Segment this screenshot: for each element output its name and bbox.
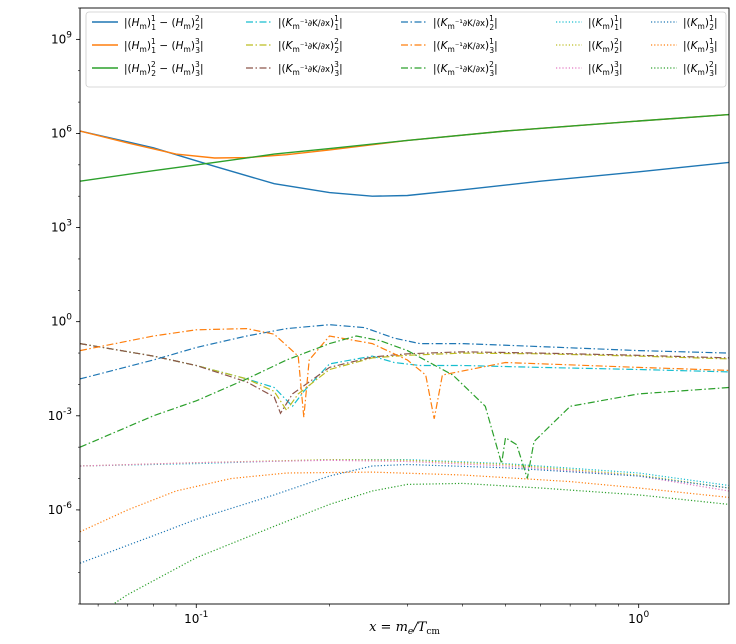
series-line-10: [80, 459, 729, 487]
x-axis-label: x = me/Tcm: [369, 620, 440, 637]
x-tick-label-2: 100: [628, 610, 649, 626]
series-line-13: [80, 463, 729, 564]
y-tick-label-5: 106: [51, 124, 72, 140]
series-line-7: [80, 324, 729, 380]
plot-lines: [80, 113, 729, 604]
y-tick-label-6: 109: [51, 30, 72, 46]
series-line-8: [80, 327, 729, 419]
series-line-6: [80, 343, 729, 415]
legend-entry-13: |(Km)1 2|: [683, 14, 718, 32]
axis-ticks: 10-6 10-3 100 103 106 109 10-1 100: [48, 7, 649, 626]
series-line-15: [112, 482, 729, 604]
y-tick-label-1: 10-6: [48, 501, 73, 517]
axes-frame: [79, 7, 730, 605]
series-line-14: [80, 471, 729, 533]
legend-entry-12: |(Km)3 3|: [588, 60, 623, 78]
y-tick-label-3: 100: [51, 313, 72, 329]
series-line-11: [80, 458, 729, 489]
series-line-1: [80, 130, 729, 197]
series-line-12: [80, 459, 729, 492]
legend-entry-14: |(Km)1 3|: [683, 37, 718, 55]
legend: |(Hm)1 1 − (Hm)2 2||(Hm)1 1 − (Hm)3 3||(Hm)2…: [85, 11, 727, 88]
y-tick-label-2: 10-3: [48, 407, 72, 423]
series-line-3: [80, 113, 729, 182]
series-line-9: [80, 335, 729, 479]
legend-entry-11: |(Km)2 2|: [588, 37, 623, 55]
legend-entry-10: |(Km)1 1|: [588, 14, 623, 32]
legend-entry-15: |(Km)2 3|: [683, 60, 718, 78]
x-tick-label-1: 10-1: [184, 610, 208, 626]
y-tick-label-4: 103: [51, 219, 72, 235]
